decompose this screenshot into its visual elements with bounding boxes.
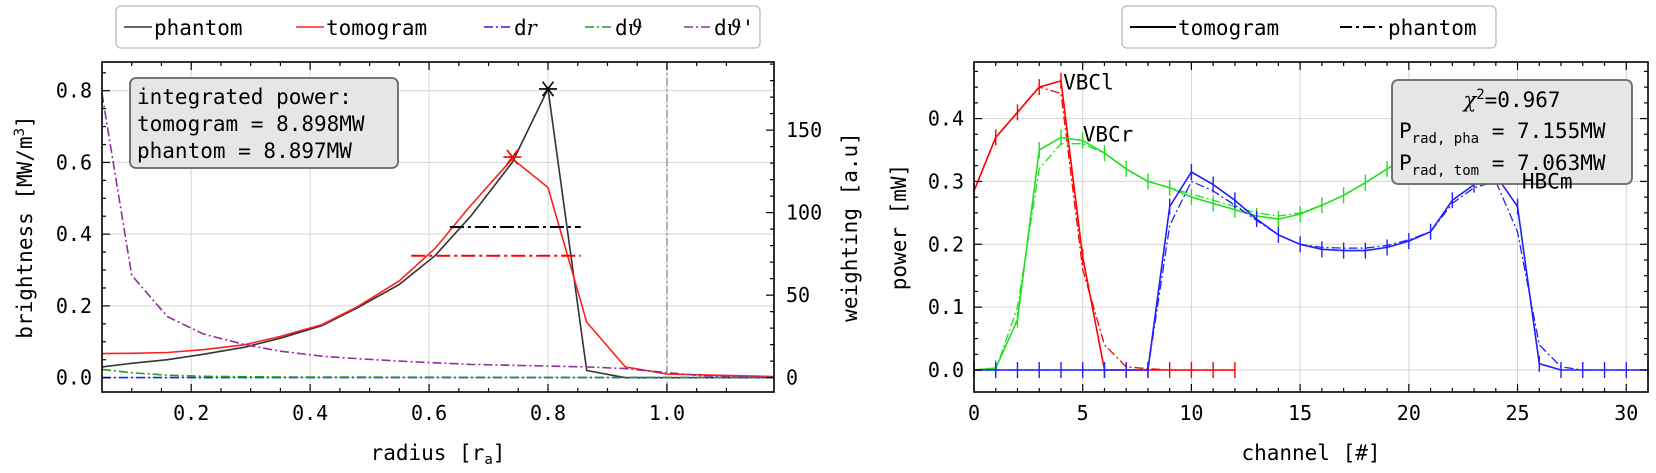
box-line-3: phantom = 8.897MW xyxy=(137,139,352,163)
legend-dr: dr xyxy=(514,16,539,40)
x-tick-label: 1.0 xyxy=(649,401,685,425)
legend-dtheta-prime: dϑ' xyxy=(714,16,754,40)
p-rad-tom: Prad, tom = 7.063MW xyxy=(1399,151,1606,179)
y2-tick-label: 0 xyxy=(786,366,798,390)
chi-square: χ2=0.967 xyxy=(1461,87,1560,112)
x-tick-label: 25 xyxy=(1506,401,1530,425)
right-y-label: power [mW] xyxy=(887,164,911,290)
y-tick-label: 0.3 xyxy=(928,169,964,193)
y-tick-label: 0.6 xyxy=(56,150,92,174)
series-VBCr-tomogram xyxy=(973,136,1431,371)
left-y-label: brightness [MW/m3] xyxy=(12,115,37,338)
camera-label-HBCm: HBCm xyxy=(1522,169,1573,193)
camera-label-VBCr: VBCr xyxy=(1083,122,1134,146)
y2-tick-label: 100 xyxy=(786,201,822,225)
series-dϑ xyxy=(101,368,774,379)
x-tick-label: 0.8 xyxy=(530,401,566,425)
right-x-label: channel [#] xyxy=(1241,441,1380,465)
y-tick-label: 0.4 xyxy=(928,107,964,131)
right-chart: 0 5 10 15 20 25 300.00.10.20.30.4 channel [#] … xyxy=(887,5,1649,465)
box-line-1: integrated power: xyxy=(137,85,352,109)
peak-marker xyxy=(503,149,522,165)
series-HBCm-tomogram xyxy=(974,170,1648,371)
left-axes-frame xyxy=(101,61,775,393)
right-series xyxy=(973,72,1649,378)
right-ticks: 0 5 10 15 20 25 30 0.0 0.1 0.2 0.3 0.4 xyxy=(928,62,1649,425)
left-chart: 0.2 0.4 0.6 0.8 1.00.00.20.40.60.8050100150 … xyxy=(12,5,862,468)
y-tick-label: 0.4 xyxy=(56,222,92,246)
y-tick-label: 0.2 xyxy=(56,294,92,318)
left-annotation-box: integrated power: tomogram = 8.898MW pha… xyxy=(129,77,399,169)
x-tick-label: 0 xyxy=(968,401,980,425)
y2-tick-label: 150 xyxy=(786,118,822,142)
x-tick-label: 10 xyxy=(1179,401,1203,425)
y-tick-label: 0.0 xyxy=(928,358,964,382)
left-y2-label: weighting [a.u] xyxy=(838,132,862,322)
series-HBCm-phantom xyxy=(974,180,1648,371)
right-axes-frame xyxy=(973,61,1649,393)
y-tick-label: 0.8 xyxy=(56,79,92,103)
p-rad-pha: Prad, pha = 7.155MW xyxy=(1399,119,1606,147)
right-annotation-box: χ2=0.967 Prad, pha = 7.155MW Prad, tom =… xyxy=(1391,79,1633,185)
y-tick-label: 0.2 xyxy=(928,232,964,256)
peak-marker xyxy=(539,81,558,97)
y-tick-label: 0.0 xyxy=(56,366,92,390)
series-tomogram xyxy=(101,157,775,378)
left-legend: phantom tomogram dr dϑ dϑ' xyxy=(115,5,761,49)
errorbars-HBCm xyxy=(973,164,1649,378)
legend-phantom: phantom xyxy=(154,16,243,40)
x-tick-label: 0.2 xyxy=(173,401,209,425)
left-ticks: 0.2 0.4 0.6 0.8 1.0 0.0 0.2 0.4 0.6 0.8 0 50 100 150 xyxy=(56,62,822,425)
x-tick-label: 20 xyxy=(1397,401,1421,425)
left-annotations xyxy=(411,62,668,392)
legend-phantom-r: phantom xyxy=(1388,16,1477,40)
legend-tomogram-r: tomogram xyxy=(1178,16,1279,40)
legend-dtheta: dϑ xyxy=(615,16,643,40)
x-tick-label: 0.4 xyxy=(292,401,328,425)
camera-label-VBCl: VBCl xyxy=(1063,71,1114,95)
series-phantom xyxy=(101,86,774,379)
right-camera-labels-top: VBCl VBCr HBCm xyxy=(1063,71,1572,194)
series-VBCr-phantom xyxy=(974,143,1431,371)
x-tick-label: 0.6 xyxy=(411,401,447,425)
y2-tick-label: 50 xyxy=(786,283,810,307)
legend-tomogram: tomogram xyxy=(326,16,427,40)
box-line-2: tomogram = 8.898MW xyxy=(137,112,365,136)
left-series xyxy=(101,86,775,379)
left-x-label: radius [ra] xyxy=(371,441,506,468)
x-tick-label: 5 xyxy=(1077,401,1089,425)
right-legend: tomogram phantom xyxy=(1121,5,1497,49)
errorbars-VBCr xyxy=(973,129,1432,378)
x-tick-label: 30 xyxy=(1614,401,1638,425)
x-tick-label: 15 xyxy=(1288,401,1312,425)
y-tick-label: 0.1 xyxy=(928,295,964,319)
